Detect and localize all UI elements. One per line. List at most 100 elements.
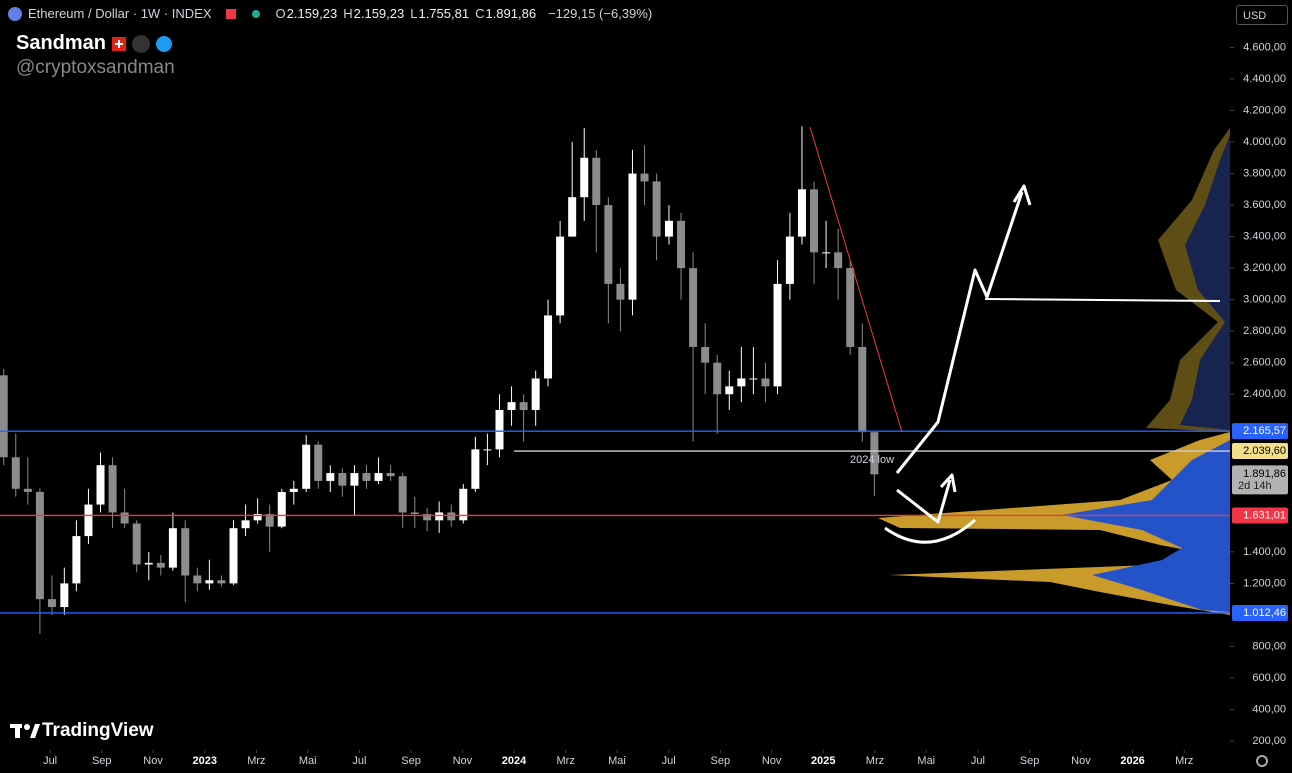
flag: [225, 8, 236, 19]
candle-body: [483, 449, 492, 451]
x-tick-label: Nov: [143, 755, 163, 767]
candle-body: [326, 473, 335, 481]
candle-body: [664, 220, 673, 237]
candle-body: [544, 315, 553, 379]
last-price-bg: [1232, 465, 1288, 495]
candle-body: [362, 473, 371, 481]
candle-body: [531, 378, 540, 410]
ohlc-key: O: [275, 6, 286, 21]
brand: TradingView: [42, 720, 154, 741]
y-tick-label: 2.400,00: [1243, 388, 1286, 400]
x-tick-label: Mai: [608, 755, 626, 767]
verified-badge: [156, 35, 173, 52]
target-line: [984, 298, 1221, 302]
candle-body: [253, 514, 262, 521]
candle-body: [870, 432, 879, 475]
candle-body: [11, 457, 20, 489]
y-tick-label: 4.200,00: [1243, 104, 1286, 116]
candle-body: [459, 488, 468, 521]
x-tick-label: Sep: [92, 755, 112, 767]
brand-logo: [10, 724, 40, 738]
candle-body: [302, 444, 311, 489]
annotation: 2024 low: [850, 454, 894, 466]
x-tick-label: Jul: [43, 755, 57, 767]
y-tick-label: 4.600,00: [1243, 41, 1286, 53]
candle-body: [84, 504, 93, 537]
ohlc-value: 2.159,23: [353, 6, 405, 21]
x-tick-label: 2025: [811, 755, 835, 767]
candle-body: [785, 236, 794, 284]
candle-body: [35, 491, 44, 600]
candle-body: [277, 491, 286, 527]
candle-body: [447, 512, 456, 521]
candle-body: [338, 473, 347, 486]
ohlc-key: L: [410, 6, 418, 21]
candle-body: [773, 283, 782, 387]
candle-body: [410, 512, 419, 515]
candle-body: [628, 173, 637, 300]
change: −129,15 (−6,39%): [548, 6, 653, 21]
candle-body: [132, 523, 141, 565]
candle-body: [822, 252, 831, 254]
candle-body: [580, 157, 589, 198]
x-tick-label: Mai: [299, 755, 317, 767]
x-tick-label: Mai: [917, 755, 935, 767]
candle-body: [289, 488, 298, 492]
candle-body: [120, 512, 129, 524]
candle-body: [846, 268, 855, 347]
x-tick-label: Jul: [352, 755, 366, 767]
candle-body: [229, 528, 238, 584]
candle-body: [592, 157, 601, 206]
ohlc-value: 1.755,81: [418, 6, 470, 21]
level-label-bg: [1232, 507, 1288, 524]
x-tick-label: Sep: [1020, 755, 1040, 767]
candle-body: [96, 465, 105, 505]
level-label-bg: [1232, 604, 1288, 621]
candle-body: [350, 473, 359, 486]
y-tick-label: 3.600,00: [1243, 199, 1286, 211]
candle-body: [217, 580, 226, 584]
profile-lower-core: [1062, 440, 1230, 612]
settings-icon[interactable]: [1256, 755, 1268, 767]
y-tick-label: 2.800,00: [1243, 325, 1286, 337]
x-tick-label: Mrz: [557, 755, 575, 767]
candle-body: [205, 580, 214, 584]
swiss-flag: [112, 36, 127, 51]
author: Sandman @cryptoxsandman: [16, 32, 175, 79]
path-arrow: [895, 191, 1024, 474]
level-label: 1.631,01: [1243, 509, 1286, 521]
ohlc-key: C: [475, 6, 485, 21]
x-tick-label: 2026: [1120, 755, 1144, 767]
x-tick-label: Sep: [401, 755, 421, 767]
candle-body: [72, 536, 81, 584]
candle-body: [435, 512, 444, 521]
candle-body: [858, 346, 867, 433]
candle-body: [797, 189, 806, 237]
currency-select[interactable]: USD: [1236, 5, 1288, 25]
level-label: 1.012,46: [1243, 607, 1286, 619]
candle-body: [810, 189, 819, 253]
candle-body: [108, 465, 117, 513]
countdown: 2d 14h: [1238, 480, 1272, 492]
candle-body: [725, 386, 734, 395]
candle-body: [181, 528, 190, 576]
candle-body: [519, 402, 528, 410]
candle-body: [507, 402, 516, 410]
candle-body: [640, 173, 649, 182]
y-tick-label: 4.000,00: [1243, 136, 1286, 148]
x-tick-label: Jul: [971, 755, 985, 767]
candle-body: [616, 283, 625, 300]
candle-body: [265, 514, 274, 527]
drawing: [884, 184, 1032, 544]
profile-upper-core: [1180, 135, 1230, 430]
candle-body: [168, 528, 177, 568]
candle-body: [556, 236, 565, 316]
path-arrow-small: [896, 479, 952, 524]
y-tick-label: 1.200,00: [1243, 577, 1286, 589]
x-tick-label: Sep: [711, 755, 731, 767]
candle-body: [386, 473, 395, 477]
candle-body: [834, 252, 843, 269]
x-tick-label: Mrz: [866, 755, 884, 767]
author-name: Sandman: [16, 32, 107, 54]
